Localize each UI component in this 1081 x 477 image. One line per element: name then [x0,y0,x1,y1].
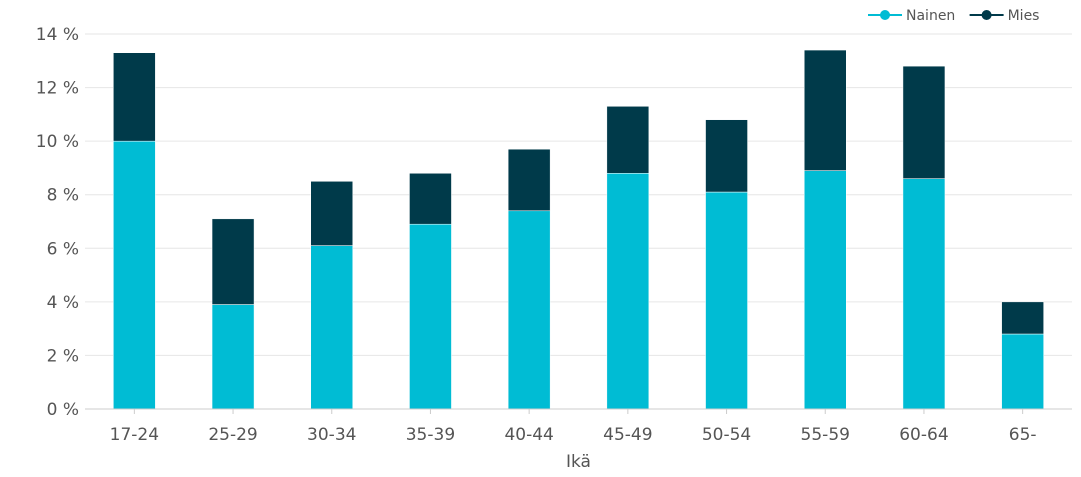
x-axis-title: Ikä [566,452,591,472]
y-tick-label: 10 % [36,132,79,152]
x-tick-label: 50-54 [702,425,751,445]
bar-mies-55-59[interactable] [804,49,847,171]
y-tick-label: 8 % [47,186,79,206]
legend-item-mies[interactable]: Mies [969,8,1040,24]
x-axis: 17-24 25-29 30-34 35-39 40-44 45-49 50-54 55-59… [85,408,1072,445]
legend-marker-icon [880,10,890,20]
x-tick-label: 55-59 [801,425,850,445]
x-tick-label: 25-29 [208,425,257,445]
bar-mies-45-49[interactable] [606,106,650,174]
legend-item-nainen[interactable]: Nainen [868,8,955,24]
x-tick-label: 60-64 [899,425,948,445]
legend-label: Mies [1008,8,1040,24]
bar-nainen-40-44[interactable] [507,210,551,410]
x-tick-label: 40-44 [504,425,553,445]
bar-nainen-65-[interactable] [1001,333,1044,410]
bar-mies-17-24[interactable] [113,52,156,142]
x-tick-label: 35-39 [406,425,455,445]
x-tick-label: 65- [1009,425,1037,445]
bar-nainen-25-29[interactable] [211,304,255,410]
bar-mies-25-29[interactable] [211,218,255,305]
bar-nainen-50-54[interactable] [705,191,748,410]
bars [113,49,1044,410]
y-tick-label: 14 % [36,25,79,45]
y-tick-label: 2 % [47,346,79,366]
legend: Nainen Mies [868,8,1039,24]
y-tick-label: 6 % [47,239,79,259]
y-tick-label: 0 % [47,400,79,420]
bar-nainen-60-64[interactable] [902,178,946,410]
bar-nainen-35-39[interactable] [409,223,452,410]
x-tick-label: 30-34 [307,425,356,445]
y-tick-label: 12 % [36,79,79,99]
legend-label: Nainen [906,8,955,24]
bar-mies-60-64[interactable] [902,65,946,179]
bar-nainen-17-24[interactable] [113,140,156,410]
bar-mies-40-44[interactable] [507,148,551,212]
y-tick-label: 4 % [47,293,79,313]
bar-nainen-30-34[interactable] [310,245,353,410]
bar-nainen-55-59[interactable] [804,170,847,410]
legend-marker-icon [981,10,992,20]
bar-mies-50-54[interactable] [705,119,748,193]
bar-nainen-45-49[interactable] [606,173,650,410]
bar-mies-35-39[interactable] [409,173,452,225]
x-tick-label: 45-49 [603,425,652,445]
bar-mies-65-[interactable] [1001,301,1044,335]
bar-mies-30-34[interactable] [310,181,353,246]
y-axis: 0 % 2 % 4 % 6 % 8 % 10 % 12 % 14 % [36,25,79,420]
x-tick-label: 17-24 [110,425,159,445]
